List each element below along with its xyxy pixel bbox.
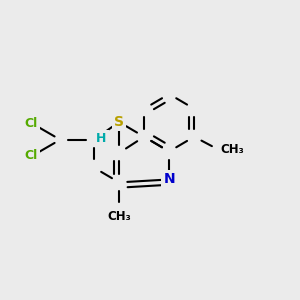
Text: Cl: Cl	[24, 117, 38, 130]
Text: N: N	[163, 172, 175, 186]
Text: H: H	[96, 132, 106, 145]
Text: CH₃: CH₃	[107, 210, 131, 224]
Text: S: S	[114, 115, 124, 129]
Text: CH₃: CH₃	[221, 143, 244, 157]
Text: Cl: Cl	[24, 149, 38, 162]
